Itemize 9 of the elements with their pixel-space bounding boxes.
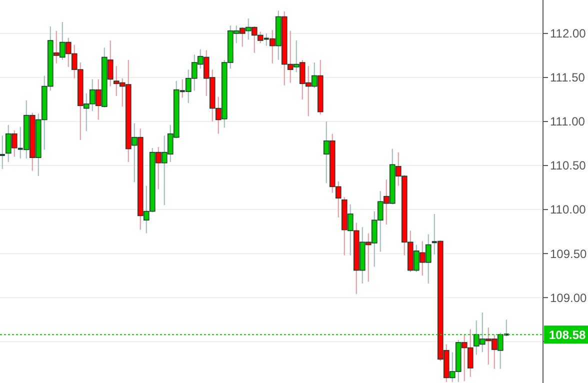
y-tick-label: 110.50	[550, 158, 586, 173]
y-tick-label: 109.50	[550, 246, 588, 261]
y-tick-label: 112.00	[550, 26, 586, 41]
y-tick-label: 111.50	[550, 70, 586, 85]
y-tick-label: 109.00	[550, 290, 588, 305]
candlestick	[0, 134, 5, 170]
y-tick-label: 110.00	[550, 202, 586, 217]
y-tick-label: 111.00	[550, 114, 586, 129]
ref-line-label: 108.58	[549, 328, 586, 342]
